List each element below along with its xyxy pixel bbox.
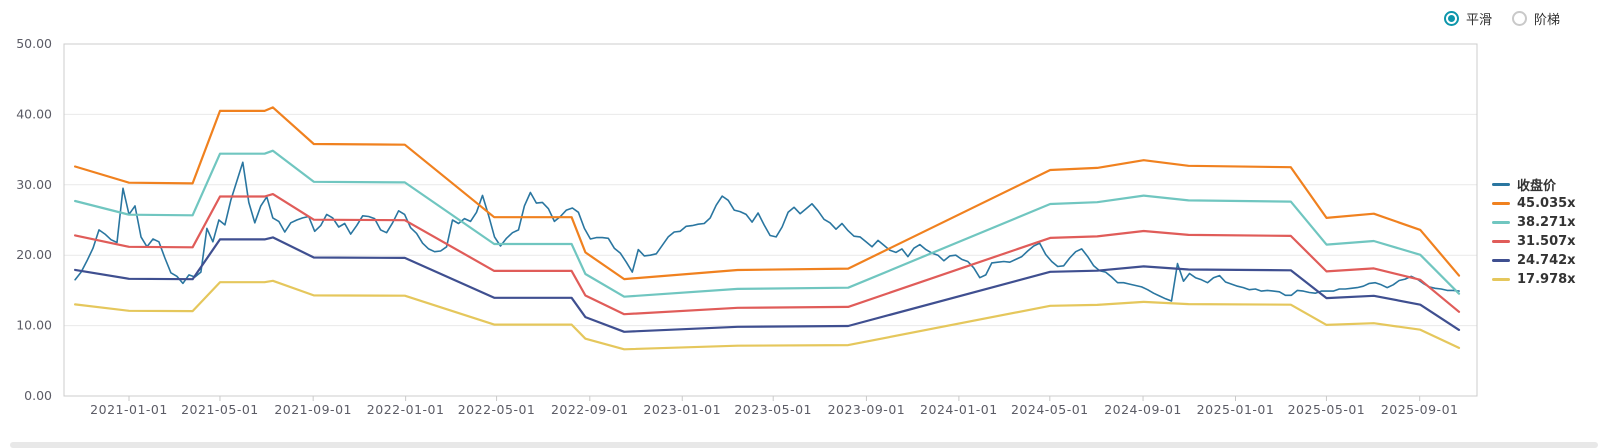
pe-band-line-24.742x <box>74 236 1461 333</box>
legend-label: 31.507x <box>1517 234 1576 249</box>
x-axis-label: 2021-01-01 <box>90 402 168 417</box>
x-axis-label: 2022-01-01 <box>367 402 445 417</box>
plot-border <box>63 43 1478 397</box>
legend-label: 45.035x <box>1517 196 1576 211</box>
y-axis-label: 20.00 <box>16 247 52 262</box>
legend-line-swatch <box>1492 221 1510 224</box>
legend-line-swatch <box>1492 183 1510 186</box>
radio-unselected-icon[interactable] <box>1512 11 1528 26</box>
line-style-toggle: 平滑 阶梯 <box>1444 9 1560 28</box>
chart-legend: 收盘价 45.035x 38.271x 31.507x 24.742x 17.978x <box>1492 175 1576 289</box>
radio-smooth[interactable]: 平滑 <box>1444 9 1492 28</box>
radio-selected-icon[interactable] <box>1444 11 1459 26</box>
x-axis-label: 2023-01-01 <box>643 402 721 417</box>
pe-band-line-45.035x <box>74 106 1461 281</box>
y-axis-label: 50.00 <box>16 36 52 51</box>
legend-item-45.035x[interactable]: 45.035x <box>1492 194 1576 213</box>
legend-line-swatch <box>1492 278 1510 281</box>
x-axis-label: 2021-09-01 <box>274 402 352 417</box>
close-price-line <box>74 161 1460 302</box>
radio-step-label: 阶梯 <box>1534 13 1561 28</box>
legend-line-swatch <box>1492 240 1510 243</box>
y-axis-label: 0.00 <box>24 388 52 403</box>
x-axis-label: 2024-01-01 <box>920 402 998 417</box>
pe-band-line-31.507x <box>74 193 1461 316</box>
legend-line-swatch <box>1492 259 1510 262</box>
legend-label: 38.271x <box>1517 215 1576 230</box>
x-axis-label: 2025-01-01 <box>1197 402 1275 417</box>
x-axis-label: 2023-05-01 <box>734 402 812 417</box>
x-axis-label: 2021-05-01 <box>181 402 259 417</box>
horizontal-scrollbar[interactable] <box>10 442 1598 448</box>
legend-item-24.742x[interactable]: 24.742x <box>1492 251 1576 270</box>
legend-line-swatch <box>1492 202 1510 205</box>
x-axis-label: 2025-09-01 <box>1381 402 1459 417</box>
x-axis-label: 2024-09-01 <box>1104 402 1182 417</box>
radio-smooth-label: 平滑 <box>1466 13 1493 28</box>
radio-step[interactable]: 阶梯 <box>1512 9 1560 28</box>
y-axis-label: 40.00 <box>16 106 52 121</box>
legend-item-38.271x[interactable]: 38.271x <box>1492 213 1576 232</box>
x-axis-label: 2022-09-01 <box>551 402 629 417</box>
x-axis-label: 2025-05-01 <box>1288 402 1366 417</box>
x-axis-label: 2022-05-01 <box>458 402 536 417</box>
legend-item-17.978x[interactable]: 17.978x <box>1492 270 1576 289</box>
pe-band-line-38.271x <box>74 149 1461 298</box>
legend-item-收盘价[interactable]: 收盘价 <box>1492 175 1576 194</box>
x-axis-label: 2023-09-01 <box>828 402 906 417</box>
y-axis-label: 30.00 <box>16 177 52 192</box>
y-axis-label: 10.00 <box>16 318 52 333</box>
legend-label: 收盘价 <box>1517 179 1557 194</box>
x-axis-label: 2024-05-01 <box>1011 402 1089 417</box>
legend-item-31.507x[interactable]: 31.507x <box>1492 232 1576 251</box>
legend-label: 17.978x <box>1517 272 1576 287</box>
pe-band-line-17.978x <box>74 279 1461 351</box>
legend-label: 24.742x <box>1517 253 1576 268</box>
